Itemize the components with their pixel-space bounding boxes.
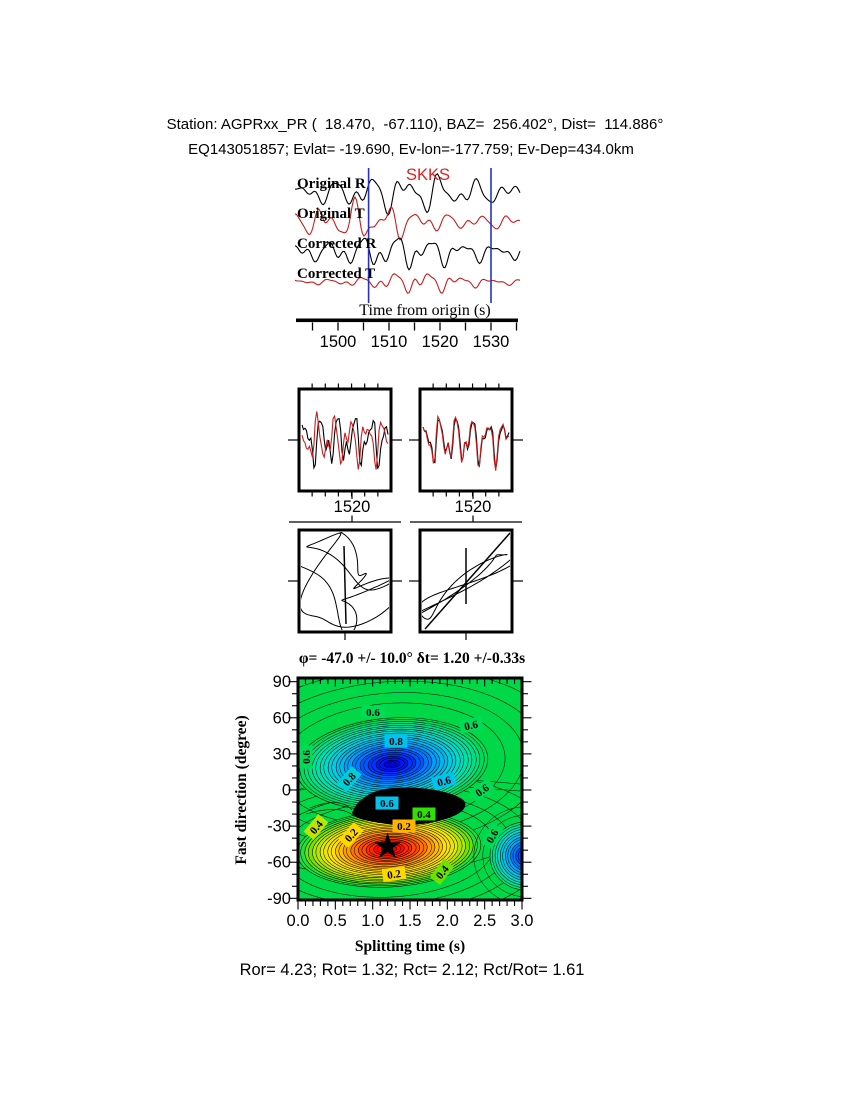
phase-label-skks: SKKS — [406, 166, 450, 184]
svg-text:-60: -60 — [267, 854, 291, 872]
contour-label: 0.6 — [361, 705, 385, 719]
waveform-panel: Original R Original T Corrected R Correc… — [294, 166, 521, 351]
contour-label: 0.6 — [299, 745, 313, 769]
time-axis-line — [296, 318, 518, 323]
panel-column-1: 1520 — [409, 383, 523, 640]
contour-label: 0.6 — [431, 771, 457, 791]
svg-text:1520: 1520 — [422, 333, 459, 351]
contour-label: 0.6 — [375, 796, 399, 810]
svg-text:1500: 1500 — [320, 333, 357, 351]
trace-label-corrected-t: Corrected T — [297, 266, 375, 282]
time-axis-title: Time from origin (s) — [359, 302, 490, 319]
svg-text:0.5: 0.5 — [324, 912, 347, 930]
svg-text:3.0: 3.0 — [511, 912, 534, 930]
svg-text:0.6: 0.6 — [301, 750, 313, 764]
svg-text:-30: -30 — [267, 818, 291, 836]
svg-text:0: 0 — [282, 782, 291, 800]
error-surface-frame — [296, 676, 524, 902]
y-axis-title: Fast direction (degree) — [233, 715, 250, 864]
error-surface-axes: 0.0 0.5 1.0 1.5 2.0 2.5 3.0 90 60 30 0 -30 -60 -90 — [267, 673, 533, 930]
svg-text:1.0: 1.0 — [361, 912, 384, 930]
svg-text:0.8: 0.8 — [389, 736, 403, 748]
svg-text:60: 60 — [273, 709, 291, 727]
svg-text:0.2: 0.2 — [386, 868, 402, 882]
contour-label: 0.6 — [458, 716, 484, 734]
particle-motion-curve — [301, 532, 389, 630]
time-axis-ticks: 1500 1510 1520 1530 — [311, 322, 518, 351]
window-and-particle-motion-panels: 1520 1520 — [288, 383, 523, 640]
best-fit-title: φ= -47.0 +/- 10.0° δt= 1.20 +/-0.33s — [299, 650, 525, 667]
svg-text:0.2: 0.2 — [397, 821, 411, 833]
svg-text:2.5: 2.5 — [473, 912, 496, 930]
svg-text:0.6: 0.6 — [463, 719, 479, 734]
trace-label-original-t: Original T — [297, 206, 365, 222]
svg-text:0.6: 0.6 — [436, 774, 453, 789]
svg-text:90: 90 — [273, 673, 291, 691]
svg-text:0.6: 0.6 — [366, 707, 380, 719]
svg-text:0.6: 0.6 — [380, 798, 394, 810]
contour-label: 0.4 — [412, 807, 436, 821]
contour-label: 0.8 — [384, 734, 408, 748]
best-fit-star — [374, 832, 401, 858]
svg-text:0.0: 0.0 — [287, 912, 310, 930]
trace-label-corrected-r: Corrected R — [297, 236, 376, 252]
svg-text:1530: 1530 — [473, 333, 510, 351]
x-axis-title: Splitting time (s) — [355, 938, 465, 955]
svg-text:1510: 1510 — [371, 333, 408, 351]
error-surface-panel: 0.60.60.80.60.8 0.6 0.60.60.40.20.4 0.20.2 0… — [233, 650, 533, 955]
error-surface-contours: 0.60.60.80.60.8 0.6 0.60.60.40.20.4 0.20.2 0… — [298, 678, 522, 900]
trace-label-original-r: Original R — [297, 176, 366, 192]
svg-text:2.0: 2.0 — [436, 912, 459, 930]
seismogram-traces — [294, 173, 521, 295]
svg-text:30: 30 — [273, 745, 291, 763]
station-header: Station: AGPRxx_PR ( 18.470, -67.110), B… — [166, 116, 664, 133]
svg-text:0.4: 0.4 — [417, 809, 431, 821]
contour-label: 0.2 — [381, 865, 407, 883]
particle-motion-curve — [422, 532, 510, 630]
analysis-window-markers — [367, 168, 492, 303]
panel-column-0: 1520 — [288, 383, 402, 640]
svg-text:-90: -90 — [267, 890, 291, 908]
window-tick-label: 1520 — [334, 498, 371, 516]
splitting-statistics: Ror= 4.23; Rot= 1.32; Rct= 2.12; Rct/Rot… — [239, 961, 585, 979]
window-tick-label: 1520 — [455, 498, 492, 516]
contour-label: 0.2 — [392, 819, 416, 833]
event-header: EQ143051857; Evlat= -19.690, Ev-lon=-177… — [188, 141, 634, 158]
svg-text:1.5: 1.5 — [399, 912, 422, 930]
